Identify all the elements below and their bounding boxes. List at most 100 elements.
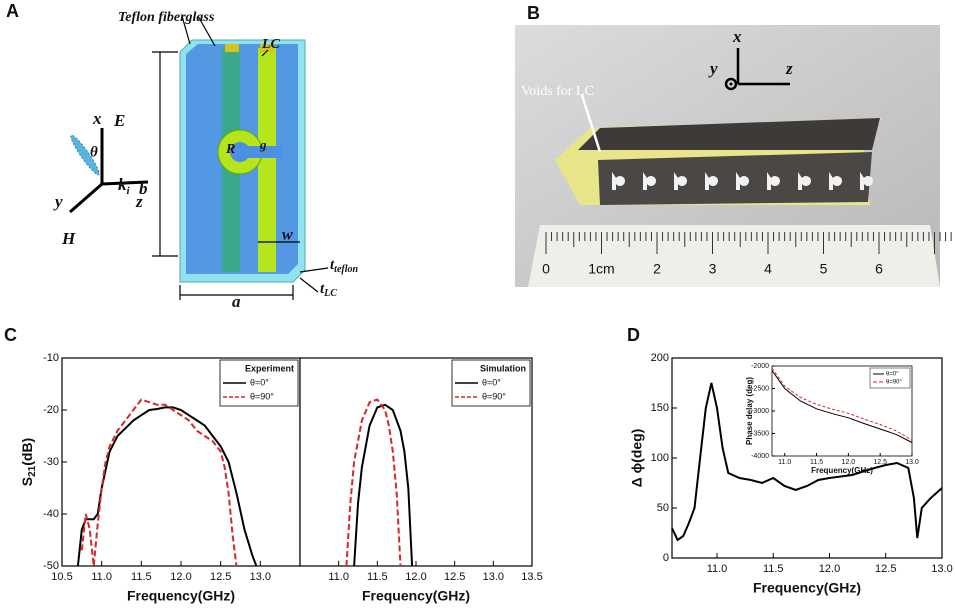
y-axis-label: (dB)	[19, 438, 35, 466]
series-line	[771, 368, 913, 441]
y-tick-label: 100	[651, 452, 669, 464]
label: a	[232, 292, 241, 311]
y-tick-label: -4000	[751, 453, 769, 460]
axis-dot	[729, 82, 733, 86]
label: ki	[118, 175, 131, 197]
label: H	[61, 229, 76, 248]
void	[705, 172, 718, 190]
diagram: Teflon fiberglass LC x E θ ki y z H b R …	[53, 10, 358, 311]
x-tick-label: 13.0	[931, 563, 952, 575]
label: y	[708, 59, 718, 78]
block-face	[598, 152, 872, 205]
ring-gap	[240, 146, 282, 158]
void	[798, 172, 812, 190]
legend-label: θ=90°	[886, 380, 903, 386]
y-tick-label: 0	[663, 552, 669, 564]
annotation: Voids for LC	[521, 84, 594, 99]
label: x	[92, 109, 102, 128]
label: z	[135, 192, 143, 211]
series-line	[671, 382, 943, 542]
void	[736, 172, 749, 190]
y-axis-label: Phase delay (deg)	[745, 377, 754, 445]
y-axis-label: 21	[27, 465, 38, 477]
x-tick-label: 12.0	[819, 563, 840, 575]
x-axis-label: Frequency(GHz)	[753, 580, 861, 596]
x-axis-label: Frequency(GHz)	[362, 588, 470, 604]
label: g	[259, 137, 267, 152]
label: y	[53, 192, 63, 211]
x-tick-label: 13.5	[521, 571, 542, 583]
legend-label: θ=0°	[886, 372, 899, 378]
x-tick-label: 10.5	[51, 571, 72, 583]
x-tick-label: 13.0	[483, 571, 504, 583]
panel-label: B	[527, 3, 540, 23]
y-tick-label: -50	[43, 560, 59, 572]
label: LC	[261, 37, 281, 52]
arrow	[580, 94, 602, 153]
ruler	[528, 225, 940, 287]
y-tick-label: -20	[43, 404, 59, 416]
label: θ	[90, 144, 98, 160]
ruler-label: 6	[875, 261, 883, 277]
x-tick-label: 12.5	[210, 571, 231, 583]
legend-label: θ=0°	[482, 377, 501, 387]
strip-top	[260, 44, 274, 52]
label: tLC	[320, 281, 337, 299]
label: k	[118, 175, 127, 194]
x-tick-label: 12.5	[444, 571, 465, 583]
panel-label: D	[627, 325, 640, 345]
series-line	[80, 398, 238, 567]
label: LC	[323, 288, 337, 299]
block-top	[578, 118, 880, 150]
strip-top	[225, 44, 239, 52]
legend-label: θ=90°	[482, 391, 506, 401]
legend-title: Simulation	[480, 363, 526, 373]
ruler-label: 2	[653, 261, 661, 277]
legend-box	[869, 367, 911, 389]
label: teflon	[334, 264, 358, 275]
legend-label: θ=90°	[250, 391, 274, 401]
y-tick-label: -2500	[751, 385, 769, 392]
y-tick-label: -40	[43, 508, 59, 520]
ruler-label: 1cm	[588, 261, 614, 277]
x-axis-label: Frequency(GHz)	[811, 466, 873, 475]
y-axis-label: S21(dB)	[19, 438, 38, 486]
void	[829, 172, 842, 190]
y-tick-label: 50	[657, 502, 669, 514]
y-tick-label: -2000	[751, 363, 769, 370]
x-tick-label: 13.0	[905, 459, 919, 466]
void	[767, 172, 780, 190]
x-tick-label: 13.0	[250, 571, 271, 583]
legend-title: Experiment	[245, 363, 294, 373]
label: R	[225, 142, 235, 157]
y-tick-label: -30	[43, 456, 59, 468]
x-axis-label: Frequency(GHz)	[127, 588, 235, 604]
x-tick-label: 11.0	[328, 571, 349, 583]
y-tick-label: 200	[651, 352, 669, 364]
y-axis-label: S	[19, 477, 35, 486]
x-tick-label: 11.5	[131, 571, 152, 583]
x-tick-label: 11.5	[810, 459, 823, 466]
y-tick-label: -10	[43, 352, 59, 364]
void	[674, 172, 687, 190]
x-tick-label: 11.5	[367, 571, 388, 583]
ruler-label: 5	[820, 261, 828, 277]
lc-strip	[258, 48, 276, 272]
x-tick-label: 11.0	[707, 563, 728, 575]
legend-label: θ=0°	[250, 377, 269, 387]
x-tick-label: 12.0	[405, 571, 426, 583]
ruler-label: 4	[764, 261, 772, 277]
polarization	[70, 134, 100, 176]
label: tteflon	[330, 257, 358, 275]
x-tick-label: 12.5	[875, 563, 896, 575]
void	[612, 172, 626, 190]
series-line	[771, 370, 913, 443]
label: t	[320, 281, 325, 297]
label: w	[282, 227, 293, 244]
void	[643, 172, 657, 190]
label: E	[113, 111, 125, 130]
x-tick-label: 12.0	[170, 571, 191, 583]
panel-label: C	[4, 325, 17, 345]
void	[860, 172, 873, 190]
